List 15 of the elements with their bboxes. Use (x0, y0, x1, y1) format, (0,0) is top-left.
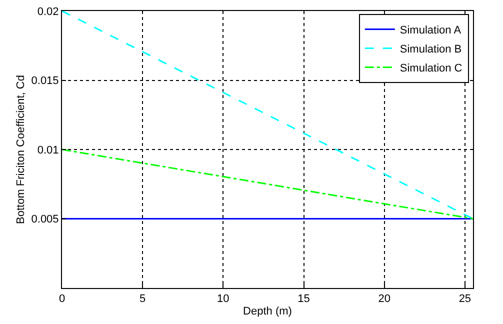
x-tick-label: 25 (458, 293, 472, 306)
x-axis-title: Depth (m) (243, 305, 292, 318)
legend-label: Simulation B (400, 44, 462, 56)
x-tick-label: 5 (140, 293, 146, 306)
x-tick-label: 0 (58, 293, 66, 306)
y-tick-label: 0.01 (37, 144, 59, 156)
x-tick-label: 20 (378, 293, 390, 306)
x-tick-label: 15 (298, 293, 310, 306)
legend-label: Simulation A (400, 24, 462, 37)
y-tick-label: 0.015 (31, 75, 59, 88)
y-tick-label: 0.005 (31, 214, 59, 226)
legend-label: Simulation C (400, 62, 462, 75)
x-tick-label: 10 (217, 293, 230, 306)
y-tick-label: 0.02 (37, 6, 59, 18)
y-axis-title: Bottom Friciton Coefficient, Cd (14, 75, 27, 224)
